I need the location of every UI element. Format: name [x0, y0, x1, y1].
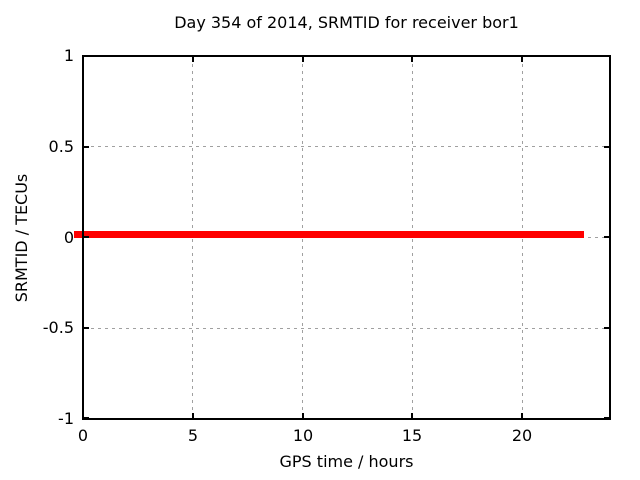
x-tick-label: 5	[187, 426, 199, 445]
data-series-line	[74, 231, 584, 238]
chart-title: Day 354 of 2014, SRMTID for receiver bor…	[174, 13, 519, 32]
y-tick-mark--1	[84, 417, 89, 419]
x2-tick-mark-5	[192, 57, 194, 62]
x-tick-mark-5	[192, 413, 194, 418]
x-tick-mark-10	[302, 413, 304, 418]
y-tick-label: 0.5	[48, 137, 74, 156]
x-tick-label: 15	[401, 426, 423, 445]
x-tick-label: 0	[77, 426, 89, 445]
y2-tick-mark-0.5	[604, 146, 609, 148]
y-tick-label: -0.5	[42, 318, 74, 337]
x-tick-mark-0	[82, 413, 84, 418]
x2-tick-mark-0	[82, 57, 84, 62]
y-tick-mark-0	[84, 236, 89, 238]
y2-tick-mark--1	[604, 417, 609, 419]
y-tick-label: 0	[63, 228, 74, 247]
x-tick-mark-15	[411, 413, 413, 418]
x-tick-label: 10	[292, 426, 314, 445]
y2-tick-mark-0	[604, 236, 609, 238]
gridline-y--0.5	[84, 328, 609, 329]
plot-border	[82, 55, 611, 420]
x-tick-mark-20	[521, 413, 523, 418]
y-tick-mark-1	[84, 55, 89, 57]
x-axis-label: GPS time / hours	[279, 452, 414, 471]
x2-tick-mark-15	[411, 57, 413, 62]
y2-tick-mark--0.5	[604, 327, 609, 329]
y-tick-label: 1	[63, 46, 74, 65]
gridline-y-0.5	[84, 146, 609, 147]
x2-tick-mark-10	[302, 57, 304, 62]
y-tick-label: -1	[58, 409, 74, 428]
y2-tick-mark-1	[604, 55, 609, 57]
y-tick-mark-0.5	[84, 146, 89, 148]
x-tick-label: 20	[511, 426, 533, 445]
y-tick-mark--0.5	[84, 327, 89, 329]
x2-tick-mark-20	[521, 57, 523, 62]
y-axis-label: SRMTID / TECUs	[12, 173, 31, 303]
